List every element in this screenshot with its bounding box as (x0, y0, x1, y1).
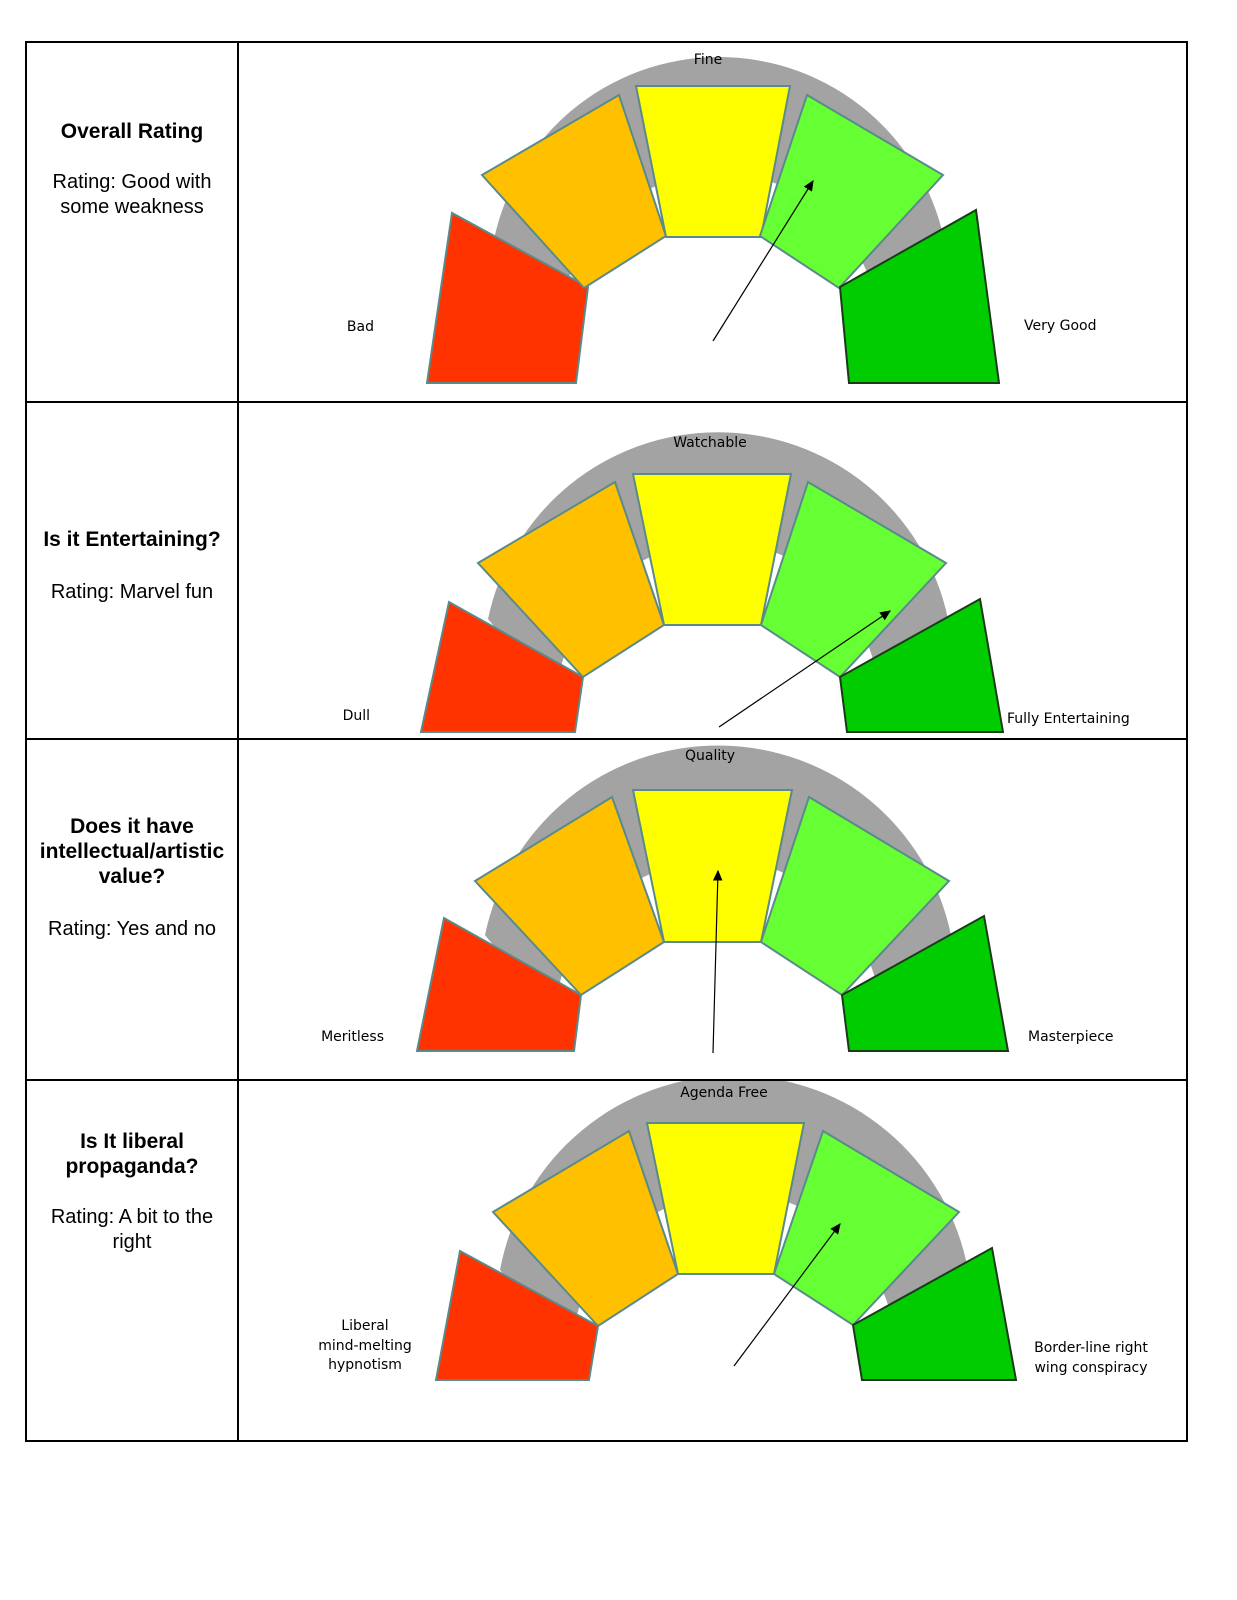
gauge-segment-bad (425, 211, 590, 384)
gauge-left-label: mind-melting (318, 1338, 412, 1354)
gauge-needle (712, 869, 723, 1054)
gauge-value: Quality Meritless Masterpiece (321, 745, 1114, 1054)
gauge-top-label: Fine (694, 52, 722, 68)
gauge-left-label: Meritless (321, 1029, 384, 1045)
gauge-right-label: Masterpiece (1028, 1029, 1114, 1045)
gauge-right-label: Border-line right (1034, 1340, 1148, 1356)
gauge-left-label: hypnotism (328, 1357, 402, 1373)
gauge-segment-best (838, 208, 1001, 384)
gauge-needle (712, 179, 814, 342)
question-title: Overall Rating (60, 120, 204, 143)
question-rating: Rating: Yes and no (48, 918, 216, 940)
gauge-propaganda: Agenda Free Liberal mind-melting hypnoti… (318, 1081, 1148, 1381)
question-rating: Rating: Good with some weakness (52, 171, 212, 218)
gauge-top-label: Quality (685, 748, 735, 764)
gauge-right-label: wing conspiracy (1034, 1360, 1147, 1376)
question-cell-propaganda: Is It liberal propaganda? Rating: A bit … (27, 1081, 239, 1440)
gauge-left-label: Liberal (341, 1318, 388, 1334)
gauge-segment-good (758, 93, 945, 290)
gauge-right-label: Very Good (1024, 318, 1096, 334)
gauge-left-label: Dull (343, 708, 370, 724)
gauge-segment-best (840, 914, 1010, 1052)
gauge-top-label: Agenda Free (680, 1085, 768, 1101)
question-cell-entertaining: Is it Entertaining? Rating: Marvel fun (27, 403, 239, 740)
gauge-overall: Fine Bad Very Good (347, 52, 1096, 384)
question-rating: Rating: A bit to the right (50, 1206, 214, 1253)
gauge-left-label: Bad (347, 319, 374, 335)
gauge-entertaining: Watchable Dull Fully Entertaining (343, 432, 1130, 733)
meter-cell-overall: Fine Bad Very Good (239, 43, 1186, 403)
gauge-segment-best (851, 1246, 1018, 1381)
gauge-top-label: Watchable (673, 435, 747, 451)
rating-table: Overall Rating Rating: Good with some we… (25, 41, 1188, 1442)
question-title: Is It liberal propaganda? (65, 1130, 199, 1178)
question-title: Does it have intellectual/artistic value… (39, 815, 225, 888)
gauge-right-label: Fully Entertaining (1007, 711, 1130, 727)
gauge-needle (718, 610, 891, 728)
question-title: Is it Entertaining? (43, 528, 221, 551)
meter-cell-entertaining: Watchable Dull Fully Entertaining (239, 403, 1186, 740)
question-cell-value: Does it have intellectual/artistic value… (27, 740, 239, 1081)
gauge-segment-best (838, 597, 1005, 733)
meter-cell-value: Quality Meritless Masterpiece (239, 740, 1186, 1081)
question-cell-overall: Overall Rating Rating: Good with some we… (27, 43, 239, 403)
gauge-needle (733, 1223, 841, 1367)
meter-cell-propaganda: Agenda Free Liberal mind-melting hypnoti… (239, 1081, 1186, 1440)
question-rating: Rating: Marvel fun (50, 581, 214, 603)
